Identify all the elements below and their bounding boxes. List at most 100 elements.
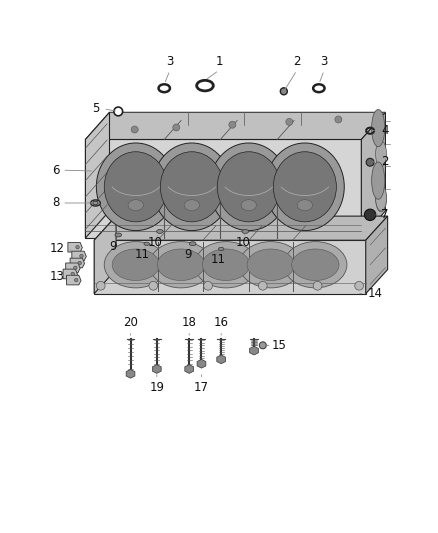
Ellipse shape (202, 249, 250, 280)
Text: 1: 1 (215, 55, 223, 68)
Ellipse shape (152, 143, 231, 231)
Polygon shape (361, 112, 385, 238)
Ellipse shape (375, 185, 387, 212)
Ellipse shape (265, 143, 344, 231)
Ellipse shape (297, 200, 312, 211)
Text: 11: 11 (135, 248, 150, 261)
Ellipse shape (160, 152, 223, 222)
Text: 5: 5 (92, 102, 100, 115)
Ellipse shape (219, 247, 224, 251)
Ellipse shape (149, 241, 212, 288)
Ellipse shape (115, 233, 121, 237)
Ellipse shape (194, 241, 258, 288)
Circle shape (131, 126, 138, 133)
Ellipse shape (124, 197, 148, 214)
Polygon shape (66, 263, 80, 273)
Ellipse shape (237, 197, 261, 214)
Polygon shape (217, 355, 226, 364)
Circle shape (74, 266, 77, 270)
Ellipse shape (104, 241, 167, 288)
Text: 14: 14 (368, 287, 383, 300)
Polygon shape (185, 365, 194, 374)
Circle shape (280, 88, 287, 95)
Text: 10: 10 (236, 236, 251, 249)
Text: 4: 4 (381, 124, 389, 137)
Ellipse shape (293, 197, 317, 214)
Text: 9: 9 (109, 240, 117, 253)
Polygon shape (197, 359, 206, 368)
Ellipse shape (371, 109, 385, 147)
Ellipse shape (157, 230, 163, 233)
Ellipse shape (96, 143, 175, 231)
Ellipse shape (189, 242, 196, 246)
Ellipse shape (157, 249, 205, 280)
Text: 10: 10 (148, 236, 163, 249)
Circle shape (71, 272, 74, 276)
Circle shape (96, 281, 105, 290)
Circle shape (259, 342, 266, 349)
Polygon shape (152, 365, 161, 374)
Text: 2: 2 (381, 155, 389, 168)
Ellipse shape (371, 162, 385, 199)
Text: 18: 18 (182, 316, 197, 329)
Polygon shape (366, 216, 388, 294)
Polygon shape (94, 216, 116, 294)
Circle shape (366, 158, 374, 166)
Ellipse shape (292, 249, 339, 280)
Polygon shape (70, 258, 85, 268)
Text: 15: 15 (272, 339, 286, 352)
Text: 20: 20 (123, 316, 138, 329)
Circle shape (229, 121, 236, 128)
Ellipse shape (104, 152, 167, 222)
Polygon shape (72, 251, 86, 261)
Polygon shape (126, 369, 135, 378)
Ellipse shape (242, 230, 249, 233)
Ellipse shape (180, 197, 204, 214)
Text: 19: 19 (149, 381, 164, 394)
Polygon shape (94, 216, 388, 240)
Polygon shape (85, 112, 385, 140)
Ellipse shape (247, 249, 294, 280)
Circle shape (313, 281, 322, 290)
Text: 6: 6 (52, 164, 59, 176)
Circle shape (355, 281, 364, 290)
Circle shape (364, 209, 376, 221)
Text: 9: 9 (184, 248, 192, 261)
Circle shape (335, 116, 342, 123)
Ellipse shape (375, 184, 387, 211)
Ellipse shape (91, 200, 100, 206)
Text: 2: 2 (293, 55, 301, 68)
Polygon shape (85, 112, 110, 238)
Ellipse shape (217, 152, 280, 222)
Polygon shape (250, 346, 258, 355)
Ellipse shape (209, 143, 288, 231)
Text: 8: 8 (52, 197, 59, 209)
Ellipse shape (284, 241, 347, 288)
Ellipse shape (184, 200, 199, 211)
Circle shape (204, 281, 212, 290)
Circle shape (78, 261, 81, 265)
Text: 17: 17 (194, 381, 209, 394)
Circle shape (286, 118, 293, 125)
Circle shape (80, 254, 83, 258)
Circle shape (173, 124, 180, 131)
Polygon shape (67, 275, 81, 285)
Circle shape (74, 278, 78, 282)
Text: 3: 3 (166, 55, 173, 68)
Ellipse shape (93, 201, 98, 205)
Ellipse shape (128, 200, 143, 211)
Ellipse shape (375, 141, 387, 167)
Polygon shape (68, 243, 82, 252)
Text: 7: 7 (381, 208, 389, 221)
Polygon shape (94, 240, 366, 294)
Polygon shape (63, 269, 78, 279)
Ellipse shape (241, 200, 257, 211)
Ellipse shape (144, 242, 149, 245)
Ellipse shape (239, 241, 302, 288)
Ellipse shape (273, 152, 336, 222)
Ellipse shape (112, 249, 159, 280)
Circle shape (149, 281, 158, 290)
Circle shape (76, 246, 79, 249)
Circle shape (114, 107, 123, 116)
Text: 12: 12 (50, 243, 65, 255)
